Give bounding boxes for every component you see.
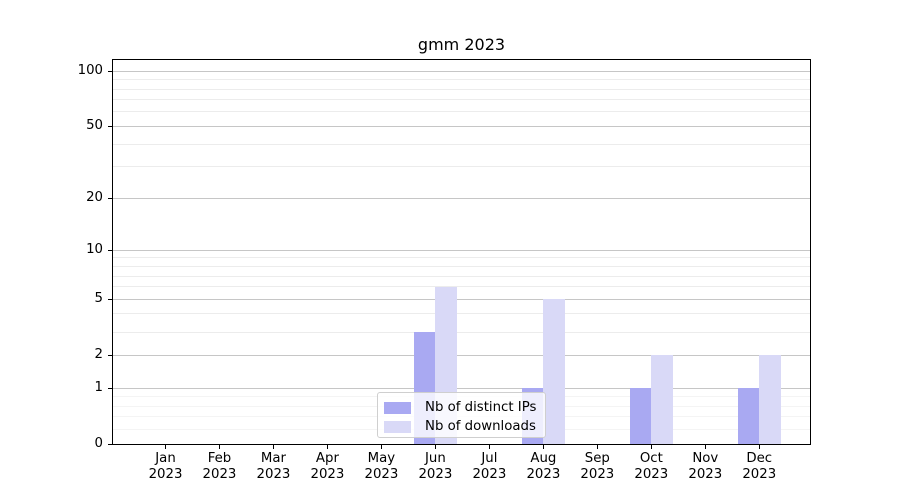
y-tick-mark: [108, 249, 112, 251]
x-tick-mark: [165, 444, 166, 449]
legend-label-distinct-ips: Nb of distinct IPs: [425, 400, 537, 415]
y-tick-mark: [108, 443, 112, 445]
minor-gridline: [113, 79, 810, 81]
x-tick-label: Feb 2023: [202, 451, 237, 482]
legend-swatch-downloads: [384, 420, 411, 433]
x-tick-mark: [596, 444, 598, 449]
bar-downloads-aug: [543, 299, 565, 444]
major-gridline: [113, 354, 810, 356]
chart-title: gmm 2023: [417, 35, 506, 54]
major-gridline: [113, 298, 810, 300]
y-tick-mark: [108, 354, 112, 356]
x-tick-label: Jul 2023: [472, 451, 507, 482]
x-tick-label: Nov 2023: [688, 451, 723, 482]
x-tick-label: May 2023: [364, 451, 399, 482]
x-tick-mark: [488, 444, 490, 449]
x-tick-label: Apr 2023: [310, 451, 345, 482]
x-tick-label: Aug 2023: [526, 451, 561, 482]
x-tick-mark: [542, 444, 544, 449]
bar-downloads-oct: [651, 355, 673, 444]
major-gridline: [113, 125, 810, 127]
legend: Nb of distinct IPs Nb of downloads: [377, 392, 546, 438]
y-tick-label: 5: [94, 291, 103, 307]
x-tick-mark: [434, 444, 436, 449]
legend-item-distinct-ips: Nb of distinct IPs: [378, 398, 545, 417]
x-tick-mark: [218, 444, 220, 449]
y-tick-label: 1: [94, 380, 103, 395]
x-tick-mark: [704, 444, 706, 449]
y-tick-mark: [108, 125, 112, 127]
minor-gridline: [113, 266, 810, 267]
y-tick-label: 50: [86, 118, 103, 134]
x-tick-mark: [272, 444, 274, 449]
y-tick-label: 2: [94, 347, 103, 363]
x-tick-label: Jun 2023: [418, 451, 453, 482]
x-tick-mark: [380, 444, 382, 449]
bar-downloads-dec: [759, 355, 781, 444]
x-tick-mark: [758, 444, 760, 449]
x-tick-label: Oct 2023: [634, 451, 669, 482]
minor-gridline: [113, 331, 810, 333]
minor-gridline: [113, 286, 810, 288]
minor-gridline: [113, 99, 810, 101]
y-tick-mark: [108, 70, 112, 72]
minor-gridline: [113, 275, 810, 277]
plot-area: 0 1 2 5 10 20 50 100 Jan 2023 Feb 2023 Mar 2023 Apr…: [78, 59, 811, 482]
x-tick-label: Sep 2023: [580, 451, 615, 482]
major-gridline: [113, 387, 810, 389]
x-tick-mark: [326, 444, 328, 449]
minor-gridline: [113, 313, 810, 315]
y-tick-label: 100: [77, 63, 103, 79]
major-gridline: [113, 70, 810, 72]
y-tick-mark: [108, 197, 112, 199]
x-tick-label: Jan 2023: [148, 451, 183, 482]
x-tick-label: Dec 2023: [742, 451, 777, 482]
y-tick-label: 20: [86, 190, 103, 206]
y-tick-label: 10: [86, 242, 103, 258]
y-tick-mark: [108, 387, 112, 389]
minor-gridline: [113, 88, 810, 90]
minor-gridline: [113, 143, 810, 145]
minor-gridline: [113, 166, 810, 168]
bar-distinct-ips-dec: [737, 388, 760, 444]
minor-gridline: [113, 111, 810, 113]
y-tick-label: 0: [94, 436, 103, 451]
legend-swatch-distinct-ips: [384, 401, 411, 414]
legend-item-downloads: Nb of downloads: [378, 417, 545, 436]
x-tick-label: Mar 2023: [256, 451, 291, 482]
major-gridline: [113, 249, 810, 251]
major-gridline: [113, 197, 810, 199]
bar-distinct-ips-oct: [629, 388, 652, 444]
minor-gridline: [113, 257, 810, 259]
x-tick-mark: [650, 444, 652, 449]
y-tick-mark: [108, 298, 112, 300]
legend-label-downloads: Nb of downloads: [425, 419, 536, 434]
